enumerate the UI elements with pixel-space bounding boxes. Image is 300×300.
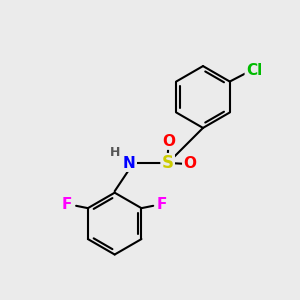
Text: O: O — [183, 156, 196, 171]
Text: Cl: Cl — [246, 63, 262, 78]
Text: S: S — [162, 154, 174, 172]
Text: H: H — [110, 146, 120, 159]
Text: F: F — [157, 197, 167, 212]
Text: N: N — [123, 156, 136, 171]
Text: O: O — [162, 134, 175, 149]
Text: F: F — [62, 197, 73, 212]
